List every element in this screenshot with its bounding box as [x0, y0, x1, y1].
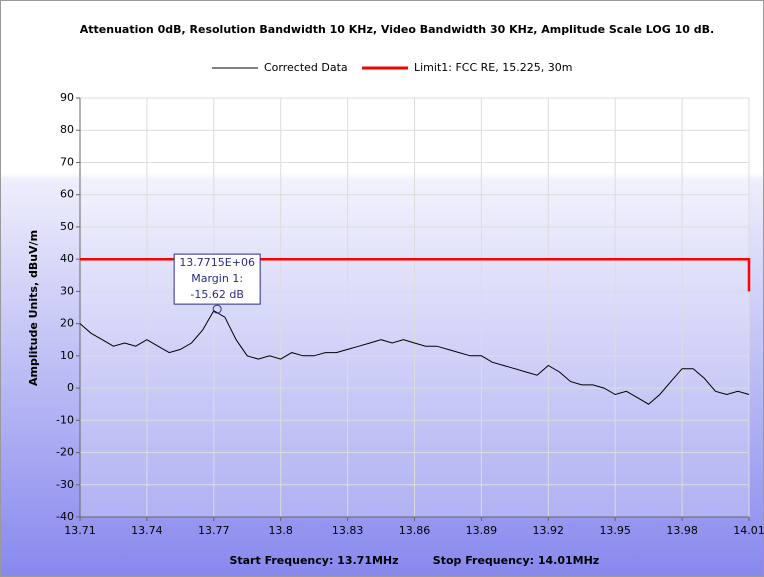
- x-tick-label: 13.86: [399, 524, 431, 537]
- y-tick-label: 60: [60, 188, 74, 201]
- y-tick-label: 10: [60, 349, 74, 362]
- x-tick-label: 13.95: [599, 524, 631, 537]
- y-tick-label: -20: [56, 446, 74, 459]
- y-tick-label: -40: [56, 510, 74, 523]
- annotation-text: 13.7715E+06: [179, 256, 255, 269]
- chart-title: Attenuation 0dB, Resolution Bandwidth 10…: [80, 23, 714, 36]
- x-tick-label: 13.74: [131, 524, 163, 537]
- y-tick-label: -30: [56, 478, 74, 491]
- y-tick-label: 0: [67, 381, 74, 394]
- y-tick-label: 80: [60, 123, 74, 136]
- x-tick-label: 13.98: [666, 524, 698, 537]
- legend-label: Limit1: FCC RE, 15.225, 30m: [414, 61, 572, 74]
- x-tick-label: 13.92: [533, 524, 565, 537]
- x-tick-label: 13.83: [332, 524, 364, 537]
- x-tick-label: 13.71: [64, 524, 96, 537]
- footer-stop: Stop Frequency: 14.01MHz: [433, 554, 599, 567]
- annotation-marker: [212, 304, 222, 314]
- footer-start: Start Frequency: 13.71MHz: [229, 554, 398, 567]
- x-tick-label: 14.01: [733, 524, 764, 537]
- series-line: [79, 310, 750, 405]
- y-axis-label: Amplitude Units, dBuV/m: [27, 230, 40, 386]
- y-tick-label: 20: [60, 317, 74, 330]
- annotation-text: Margin 1:: [191, 272, 243, 285]
- y-tick-label: 50: [60, 220, 74, 233]
- x-tick-label: 13.8: [268, 524, 293, 537]
- y-tick-label: -10: [56, 413, 74, 426]
- y-tick-label: 40: [60, 252, 74, 265]
- series-line: [80, 257, 751, 292]
- y-tick-label: 70: [60, 155, 74, 168]
- x-tick-label: 13.89: [466, 524, 498, 537]
- annotation-box: [173, 253, 261, 305]
- y-tick-label: 30: [60, 284, 74, 297]
- y-tick-label: 90: [60, 91, 74, 104]
- x-tick-label: 13.77: [198, 524, 230, 537]
- annotation-text: -15.62 dB: [190, 288, 244, 301]
- legend-label: Corrected Data: [264, 61, 348, 74]
